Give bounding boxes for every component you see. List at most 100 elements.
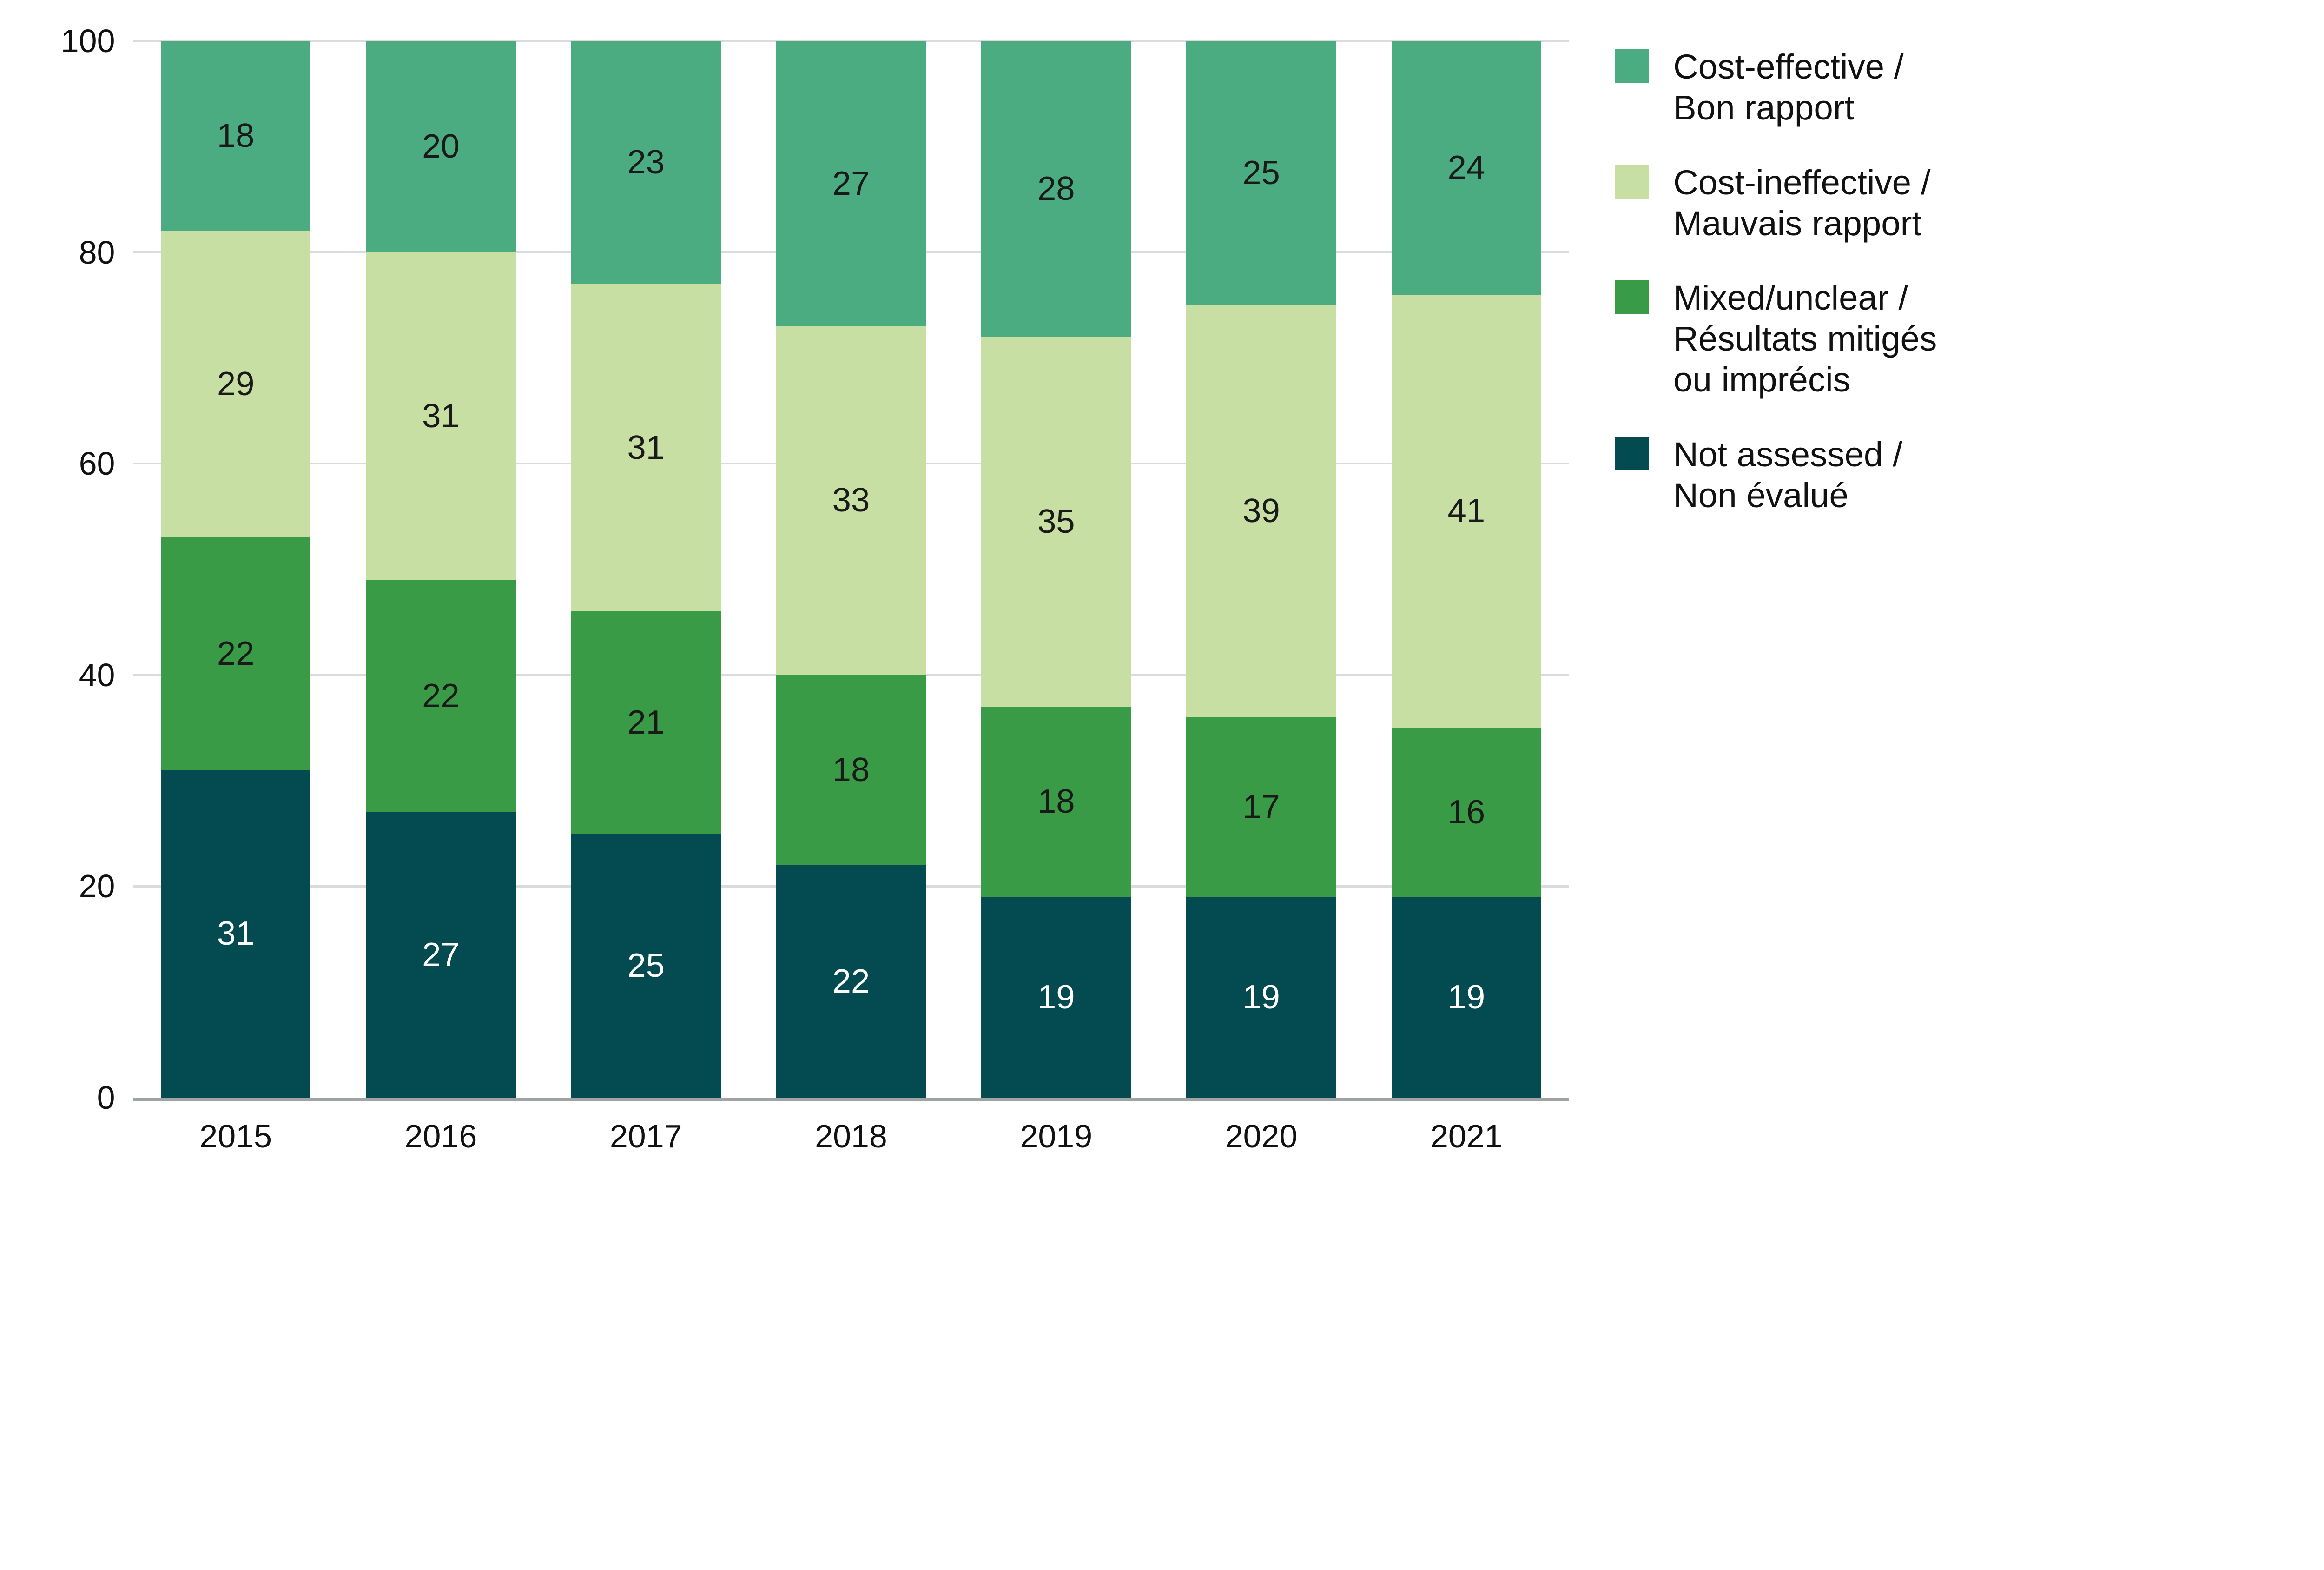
x-tick-label: 2020	[1225, 1118, 1298, 1154]
y-tick-label: 40	[79, 656, 115, 693]
value-label: 31	[217, 914, 255, 953]
bar-segment: 19	[981, 897, 1131, 1098]
bar-2015: 18 29 22 31	[160, 41, 311, 1098]
x-tick-label: 2018	[815, 1118, 887, 1154]
legend-label-line: Bon rapport	[1673, 88, 1855, 127]
bar-segment: 18	[981, 706, 1131, 897]
value-label: 25	[627, 946, 665, 984]
bar-segment: 27	[366, 812, 516, 1098]
bar-segment: 18	[776, 675, 926, 865]
bar-segment: 25	[1186, 41, 1336, 305]
bar-segment: 41	[1391, 294, 1542, 728]
bar-segment: 29	[160, 231, 311, 538]
y-tick-label: 100	[60, 23, 115, 59]
value-label: 27	[832, 164, 870, 202]
bar-segment: 22	[160, 537, 311, 770]
bar-segment: 23	[571, 41, 721, 284]
bar-segment: 31	[160, 770, 311, 1098]
value-label: 18	[1037, 782, 1075, 821]
value-label: 22	[422, 676, 460, 715]
value-label: 29	[217, 365, 255, 403]
bar-segment: 22	[366, 580, 516, 813]
value-label: 31	[422, 397, 460, 435]
value-label: 21	[627, 703, 665, 741]
bar-segment: 17	[1186, 717, 1336, 897]
legend-label-line: Mauvais rapport	[1673, 204, 1922, 243]
legend-label-line: Résultats mitigés	[1673, 319, 1937, 358]
bar-segment: 22	[776, 865, 926, 1098]
legend-item: Not assessed / Non évalué	[1615, 434, 1937, 516]
legend-label-line: Non évalué	[1673, 476, 1849, 515]
legend-label: Mixed/unclear / Résultats mitigés ou impré…	[1673, 278, 1937, 400]
legend-item: Mixed/unclear / Résultats mitigés ou impré…	[1615, 278, 1937, 400]
y-tick-label: 80	[79, 234, 115, 271]
x-tick-label: 2021	[1430, 1118, 1503, 1154]
value-label: 16	[1447, 793, 1486, 831]
value-label: 22	[217, 635, 255, 673]
bar-segment: 19	[1186, 897, 1336, 1098]
y-axis: 0 20 40 60 80 100	[0, 23, 115, 1116]
bar-segment: 24	[1391, 41, 1542, 295]
x-axis: 2015 2016 2017 2018 2019 2020 2021	[133, 1107, 1569, 1167]
bar-2020: 25 39 17 19	[1186, 41, 1336, 1098]
value-label: 18	[832, 751, 870, 789]
bar-segment: 35	[981, 337, 1131, 707]
y-tick-label: 0	[97, 1080, 115, 1116]
bar-2019: 28 35 18 19	[981, 41, 1131, 1098]
value-label: 19	[1447, 978, 1486, 1016]
value-label: 23	[627, 143, 665, 181]
x-axis-line	[133, 1098, 1569, 1101]
legend-swatch-icon	[1615, 437, 1649, 470]
legend-swatch-icon	[1615, 280, 1649, 314]
bars-layer: 18 29 22 31 20 31 22 27 23 31 21 25 27 33 18 22 28 35 18 19…	[133, 41, 1569, 1098]
bar-2017: 23 31 21 25	[571, 41, 721, 1098]
bar-segment: 33	[776, 326, 926, 675]
value-label: 39	[1242, 492, 1280, 530]
legend-label: Cost-ineffective / Mauvais rapport	[1673, 162, 1930, 244]
legend-label-line: Mixed/unclear /	[1673, 278, 1908, 317]
x-tick-label: 2015	[199, 1118, 272, 1154]
bar-segment: 16	[1391, 728, 1542, 897]
value-label: 28	[1037, 169, 1075, 207]
legend-label: Not assessed / Non évalué	[1673, 434, 1902, 516]
bar-segment: 31	[366, 252, 516, 580]
value-label: 18	[217, 117, 255, 155]
bar-segment: 31	[571, 284, 721, 612]
legend-swatch-icon	[1615, 165, 1649, 199]
bar-segment: 19	[1391, 897, 1542, 1098]
value-label: 17	[1242, 788, 1280, 826]
legend-label: Cost-effective / Bon rapport	[1673, 46, 1904, 128]
x-tick-label: 2019	[1020, 1118, 1093, 1154]
plot-area: 18 29 22 31 20 31 22 27 23 31 21 25 27 33 18 22 28 35 18 19…	[133, 40, 1569, 1098]
value-label: 19	[1242, 978, 1280, 1016]
bar-segment: 21	[571, 611, 721, 834]
stacked-bar-chart: 0 20 40 60 80 100 18 29 22 31 20 31 22 27 23 31 21 25 27 3…	[0, 23, 1937, 1167]
bar-segment: 39	[1186, 305, 1336, 717]
bar-segment: 18	[160, 41, 311, 232]
legend-item: Cost-effective / Bon rapport	[1615, 46, 1937, 128]
value-label: 33	[832, 481, 870, 519]
value-label: 19	[1037, 978, 1075, 1016]
legend-swatch-icon	[1615, 49, 1649, 83]
legend-label-line: ou imprécis	[1673, 360, 1850, 399]
bar-segment: 28	[981, 41, 1131, 337]
bar-segment: 25	[571, 833, 721, 1098]
legend-label-line: Cost-ineffective /	[1673, 163, 1931, 202]
bar-2021: 24 41 16 19	[1391, 41, 1542, 1098]
value-label: 24	[1447, 148, 1486, 186]
legend: Cost-effective / Bon rapport Cost-ineffect…	[1615, 46, 1937, 550]
value-label: 27	[422, 935, 460, 974]
x-tick-label: 2017	[609, 1118, 682, 1154]
value-label: 35	[1037, 502, 1075, 540]
x-tick-label: 2016	[404, 1118, 477, 1154]
value-label: 20	[422, 127, 460, 166]
bar-segment: 27	[776, 41, 926, 326]
bar-segment: 20	[366, 41, 516, 252]
y-tick-label: 60	[79, 445, 115, 482]
value-label: 31	[627, 428, 665, 466]
bar-2018: 27 33 18 22	[776, 41, 926, 1098]
legend-item: Cost-ineffective / Mauvais rapport	[1615, 162, 1937, 244]
value-label: 25	[1242, 153, 1280, 192]
bar-2016: 20 31 22 27	[366, 41, 516, 1098]
value-label: 41	[1447, 492, 1486, 530]
